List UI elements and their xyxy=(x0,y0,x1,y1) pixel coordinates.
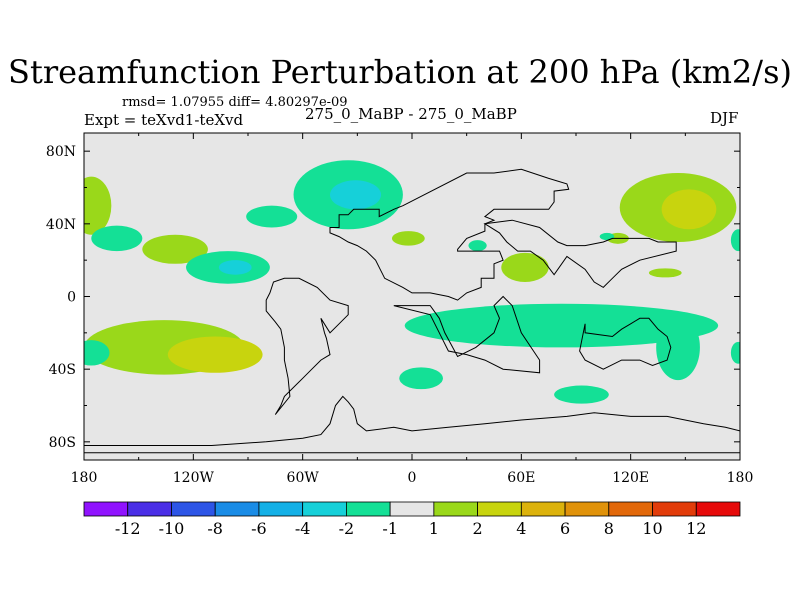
run-text: 275_0_MaBP - 275_0_MaBP xyxy=(305,105,517,123)
contour-region-6 xyxy=(391,231,425,246)
contour-region-1 xyxy=(167,336,263,373)
colorbar-swatch-3 xyxy=(214,501,260,517)
contour-region-16 xyxy=(404,303,719,348)
contour-region-11 xyxy=(330,180,382,210)
chart-title: Streamfunction Perturbation at 200 hPa (… xyxy=(8,53,792,91)
colorbar-swatch-5 xyxy=(302,501,347,517)
colorbar-label-9: 4 xyxy=(516,519,526,538)
contour-region-24 xyxy=(599,232,615,241)
colorbar-label-5: -2 xyxy=(339,519,355,538)
contour-region-5 xyxy=(501,252,549,282)
axis-ticks: 180 120W 60W 0 60E 120E 180 80N 40N 0 40S 80S xyxy=(46,133,753,486)
colorbar-swatch-11 xyxy=(564,501,610,517)
colorbar-swatch-14 xyxy=(695,501,741,517)
colorbar-label-4: -4 xyxy=(295,519,311,538)
contour-region-14 xyxy=(218,260,252,275)
colorbar-swatch-7 xyxy=(389,501,435,517)
colorbar-label-2: -8 xyxy=(207,519,223,538)
y-tick-label-3: 40S xyxy=(49,362,76,378)
colorbar-swatch-13 xyxy=(652,501,697,517)
colorbar-label-11: 8 xyxy=(604,519,614,538)
colorbar-swatch-10 xyxy=(520,501,566,517)
contour-region-18 xyxy=(84,340,110,366)
colorbar-swatch-9 xyxy=(477,501,522,517)
colorbar-label-12: 10 xyxy=(642,519,662,538)
colorbar-label-10: 6 xyxy=(560,519,570,538)
africa-outline xyxy=(393,295,541,374)
colorbar-label-13: 12 xyxy=(686,519,706,538)
contour-region-12 xyxy=(91,225,143,252)
x-tick-label-3: 0 xyxy=(408,470,417,486)
colorbar-swatch-4 xyxy=(258,501,304,517)
contour-region-2 xyxy=(84,176,112,235)
x-tick-label-1: 120W xyxy=(173,470,215,486)
colorbar-swatch-1 xyxy=(127,501,172,517)
colorbar-label-1: -10 xyxy=(159,519,185,538)
experiment-text: Expt = teXvd1-teXvd xyxy=(84,111,244,129)
contour-region-4 xyxy=(661,189,717,230)
contour-region-17 xyxy=(656,314,700,381)
colorbar-swatch-8 xyxy=(433,501,479,517)
colorbar-swatch-0 xyxy=(83,501,129,517)
asia-outline xyxy=(483,219,677,289)
colorbar-swatch-6 xyxy=(345,501,391,517)
contour-regions xyxy=(84,160,740,404)
colorbar-label-8: 2 xyxy=(473,519,483,538)
x-tick-label-2: 60W xyxy=(287,470,320,486)
contour-region-22 xyxy=(730,341,740,364)
season-label: DJF xyxy=(710,109,739,127)
x-tick-label-5: 120E xyxy=(612,470,649,486)
y-tick-label-4: 80S xyxy=(49,435,76,451)
contour-region-9 xyxy=(648,268,682,278)
x-tick-label-6: 180 xyxy=(727,470,754,486)
colorbar-label-3: -6 xyxy=(251,519,267,538)
colorbar: -12 -10 -8 -6 -4 -2 -1 1 2 4 6 8 10 12 xyxy=(83,501,741,538)
contour-region-21 xyxy=(730,229,740,252)
contour-region-7 xyxy=(142,234,208,264)
contour-region-15 xyxy=(246,205,298,228)
x-tick-label-0: 180 xyxy=(71,470,98,486)
antarctica-outline xyxy=(84,395,740,454)
australia-outline xyxy=(579,317,672,370)
colorbar-label-7: 1 xyxy=(429,519,439,538)
y-tick-label-0: 80N xyxy=(46,144,76,160)
y-tick-label-1: 40N xyxy=(46,217,76,233)
contour-region-20 xyxy=(554,385,609,404)
x-tick-label-4: 60E xyxy=(507,470,535,486)
colorbar-swatch-2 xyxy=(171,501,216,517)
colorbar-swatch-12 xyxy=(608,501,653,517)
continent-outlines xyxy=(84,168,740,454)
stats-text: rmsd= 1.07955 diff= 4.80297e-09 xyxy=(122,95,348,110)
contour-region-19 xyxy=(399,367,443,390)
colorbar-label-0: -12 xyxy=(115,519,141,538)
colorbar-label-6: -1 xyxy=(382,519,398,538)
south-america-outline xyxy=(265,277,349,415)
contour-region-23 xyxy=(468,240,487,252)
y-tick-label-2: 0 xyxy=(67,290,76,306)
